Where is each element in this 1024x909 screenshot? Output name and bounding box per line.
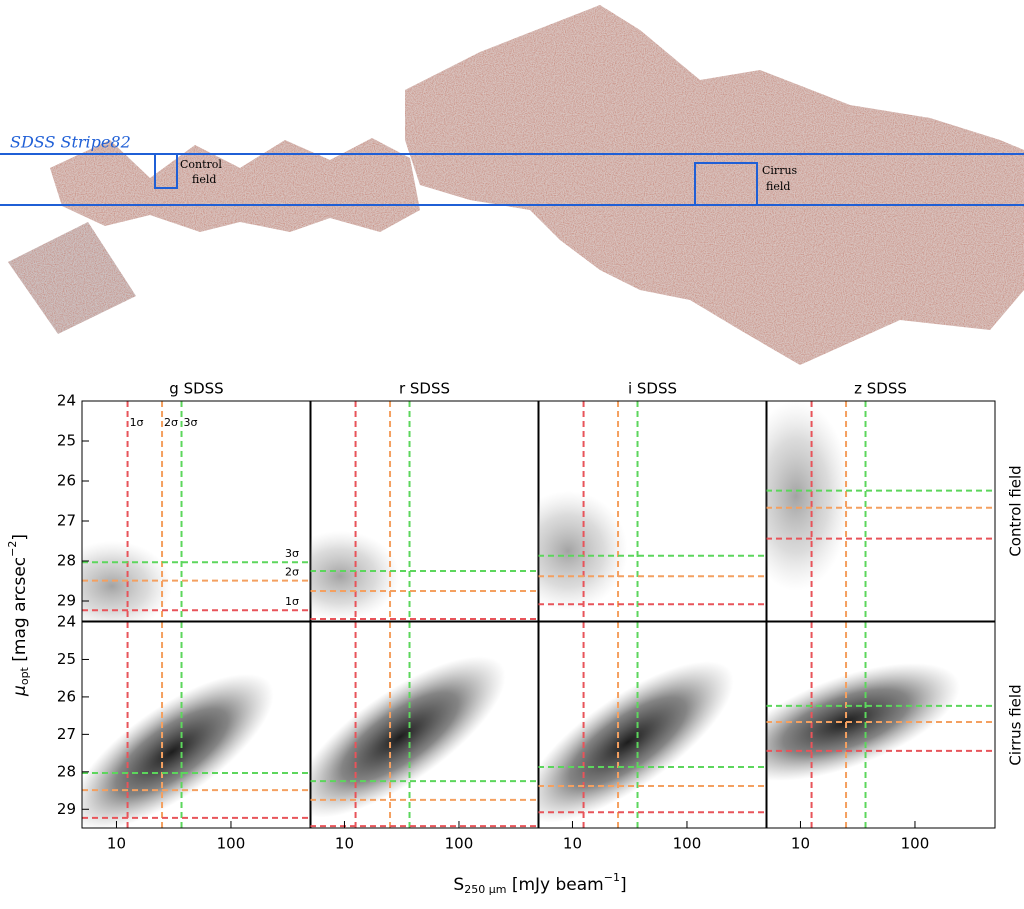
x-axis-title-sup: −1 [604, 871, 620, 884]
cirrus-label: Cirrus [762, 164, 798, 177]
panel-area [82, 401, 311, 621]
x-tick-label: 100 [217, 835, 246, 853]
y-tick-label: 27 [57, 725, 76, 743]
x-axis-title-sub: 250 μm [464, 883, 506, 896]
x-tick-label: 10 [563, 835, 582, 853]
panel-frame [81, 621, 312, 829]
density-cloud [310, 656, 506, 818]
threshold-label: 2σ [285, 566, 299, 579]
panel-frame [765, 400, 996, 622]
panel-title: r SDSS [399, 380, 450, 398]
panel-area [82, 622, 311, 828]
y-tick-label: 26 [57, 472, 76, 490]
x-tick-label: 10 [107, 835, 126, 853]
y-tick-label: 28 [57, 552, 76, 570]
panel: r SDSS [309, 380, 540, 622]
y-axis-title-part: μ [10, 685, 30, 697]
panel-frame [765, 621, 996, 829]
x-axis-title-part: S [453, 875, 464, 895]
y-tick-label: 24 [57, 613, 76, 631]
panel-area [538, 401, 767, 621]
row-label: Control field [1007, 465, 1024, 556]
threshold-label: 3σ [285, 547, 299, 560]
survey-label: SDSS Stripe82 [10, 133, 131, 152]
map-tile [50, 138, 420, 232]
panel: 10 100 [309, 621, 540, 853]
x-axis-title-part: [mJy beam [506, 875, 603, 895]
control-label: Control [180, 158, 222, 171]
panel-title: i SDSS [628, 380, 677, 398]
y-axis-title-part: ] [10, 534, 30, 541]
panel-title: z SDSS [854, 380, 907, 398]
y-tick-label: 24 [57, 392, 76, 410]
panel: 10 100 Cirrus field [765, 621, 1024, 853]
threshold-label: 3σ [184, 416, 198, 429]
x-tick-label: 100 [673, 835, 702, 853]
y-tick-label: 28 [57, 762, 76, 780]
y-axis-title-sup: −2 [6, 541, 19, 557]
x-tick-label: 100 [901, 835, 930, 853]
x-axis-title: S250 μm [mJy beam−1] [453, 871, 626, 896]
cirrus-box [694, 162, 758, 206]
panel-frame [309, 621, 540, 829]
y-axis-title-part: [mag arcsec [10, 557, 30, 667]
panel-area [310, 622, 539, 828]
threshold-label: 1σ [130, 416, 144, 429]
x-tick-label: 100 [445, 835, 474, 853]
density-cloud [766, 401, 851, 591]
threshold-label: 2σ [164, 416, 178, 429]
y-tick-label: 26 [57, 687, 76, 705]
control-label: field [192, 173, 216, 186]
y-axis-title: μopt [mag arcsec−2] [6, 534, 31, 697]
panel-frame [81, 400, 312, 622]
threshold-label: 1σ [285, 595, 299, 608]
x-axis-title-part: ] [620, 875, 627, 895]
density-cloud [538, 661, 734, 823]
panel-area [766, 622, 995, 828]
density-cloud [538, 491, 628, 611]
y-tick-label: 29 [57, 592, 76, 610]
panel-area [766, 401, 995, 621]
panel: 10 100 [537, 621, 768, 853]
panel: 1σ 2σ 3σ 1σ 2σ 3σ 24 25 26 27 28 29 g SDSS [57, 380, 312, 622]
x-tick-label: 10 [335, 835, 354, 853]
map-tile [405, 5, 1024, 365]
control-box [154, 153, 178, 189]
panel-area [538, 622, 767, 828]
y-tick-label: 29 [57, 800, 76, 818]
y-tick-label: 27 [57, 512, 76, 530]
panel: i SDSS [537, 380, 768, 622]
panel-area [310, 401, 539, 621]
row-label: Cirrus field [1007, 684, 1024, 765]
panel: 24 25 26 27 28 29 10 100 [57, 613, 312, 853]
y-tick-label: 25 [57, 432, 76, 450]
y-tick-label: 25 [57, 650, 76, 668]
panel-title: g SDSS [169, 380, 223, 398]
map-tile [8, 222, 136, 334]
cirrus-label: field [766, 180, 790, 193]
x-tick-label: 10 [791, 835, 810, 853]
density-cloud [82, 673, 274, 828]
sky-map [8, 5, 1024, 365]
panel: z SDSS Control field [765, 380, 1024, 622]
y-axis-title-sub: opt [18, 666, 31, 685]
